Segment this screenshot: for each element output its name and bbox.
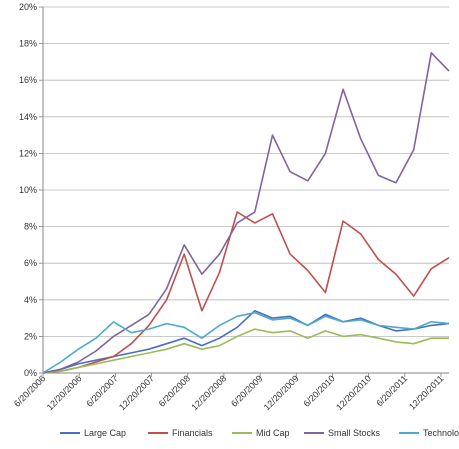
y-tick-label: 18% (19, 39, 37, 49)
legend-label: Small Stocks (328, 428, 381, 438)
y-tick-label: 2% (24, 331, 37, 341)
legend-label: Large Cap (84, 428, 126, 438)
legend-label: Technology (423, 428, 459, 438)
x-tick-label: 12/20/2009 (262, 373, 301, 412)
series-line-financials (42, 211, 450, 374)
axes (39, 6, 449, 377)
y-tick-labels: 0% 2% 4% 6% 8% 10% 12% 14% 16% 18% 20% (19, 2, 37, 378)
series-lines (42, 51, 450, 374)
y-tick-label: 10% (19, 185, 37, 195)
y-tick-label: 14% (19, 112, 37, 122)
legend-label: Mid Cap (256, 428, 290, 438)
y-tick-label: 6% (24, 258, 37, 268)
x-tick-label: 12/20/2007 (117, 373, 156, 412)
legend: Large Cap Financials Mid Cap Small Stocks Te… (60, 428, 459, 438)
legend-label: Financials (172, 428, 213, 438)
y-tick-label: 4% (24, 295, 37, 305)
y-tick-label: 0% (24, 368, 37, 378)
y-tick-label: 20% (19, 2, 37, 12)
y-tick-label: 8% (24, 222, 37, 232)
x-tick-label: 6/20/2010 (301, 373, 336, 408)
x-tick-label: 6/20/2011 (374, 373, 409, 408)
gridlines (43, 6, 449, 337)
x-tick-label: 12/20/2011 (407, 373, 445, 411)
x-tick-label: 12/20/2010 (334, 373, 373, 412)
x-tick-label: 6/20/2009 (229, 373, 264, 408)
x-tick-label: 6/20/2007 (84, 373, 119, 408)
x-tick-label: 6/20/2008 (157, 373, 192, 408)
series-line-small-stocks (42, 51, 450, 374)
x-tick-label: 12/20/2008 (189, 373, 228, 412)
series-line-large-cap (42, 309, 450, 374)
series-line-mid-cap (42, 328, 449, 374)
x-tick-label: 6/20/2006 (12, 373, 47, 408)
x-tick-label: 12/20/2006 (45, 373, 84, 412)
y-tick-label: 12% (19, 148, 37, 158)
series-line-technology (42, 311, 450, 374)
y-tick-label: 16% (19, 75, 37, 85)
